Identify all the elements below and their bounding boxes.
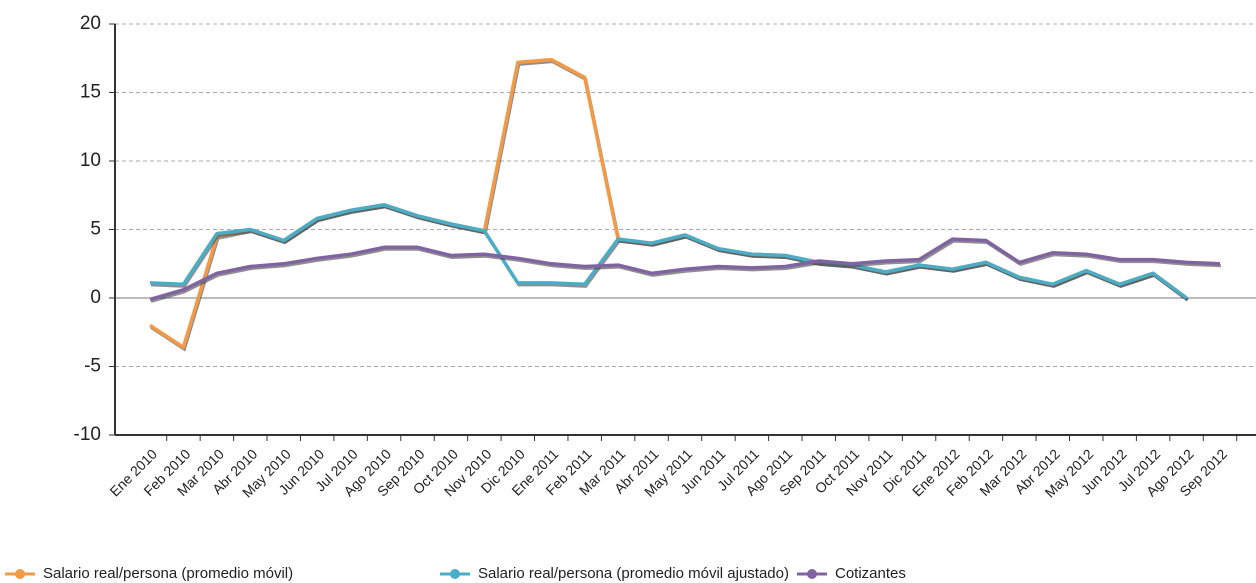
line <box>149 57 1188 350</box>
line-shadow <box>150 60 1189 352</box>
legend-label: Salario real/persona (promedio móvil) <box>43 565 293 582</box>
line <box>149 203 1188 300</box>
legend-marker <box>807 569 817 579</box>
legend-marker <box>450 569 460 579</box>
line-shadow <box>150 205 1189 302</box>
y-tick-label: 20 <box>80 13 101 34</box>
line-shadow <box>150 239 1222 303</box>
y-tick-label: 15 <box>80 82 101 103</box>
y-tick-label: -5 <box>84 356 101 377</box>
y-tick-label: -10 <box>74 424 101 445</box>
y-tick-label: 5 <box>90 219 101 240</box>
legend-marker <box>15 569 25 579</box>
line <box>149 237 1221 302</box>
legend-label: Cotizantes <box>835 565 906 582</box>
legend-label: Salario real/persona (promedio móvil aju… <box>478 565 789 582</box>
y-tick-label: 0 <box>90 287 101 308</box>
y-tick-label: 10 <box>80 150 101 171</box>
